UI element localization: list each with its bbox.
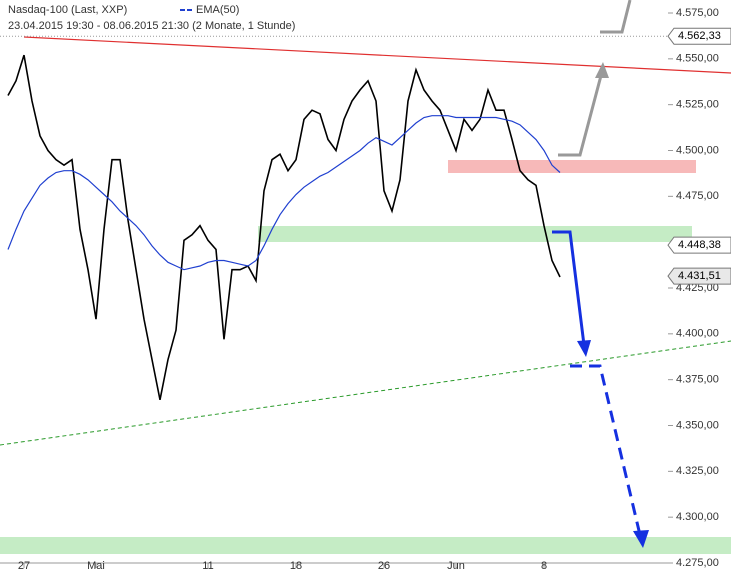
y-tick-label: 4.275,00 bbox=[676, 557, 719, 569]
x-tick-label: Jun bbox=[447, 560, 465, 572]
x-tick-label: Mai bbox=[87, 560, 105, 572]
y-tick-label: 4.300,00 bbox=[676, 511, 719, 523]
arrow-head bbox=[633, 530, 649, 548]
bear-arrow bbox=[552, 230, 586, 346]
y-tick-label: 4.525,00 bbox=[676, 99, 719, 111]
price-label: 4.448,38 bbox=[678, 239, 721, 251]
y-tick-label: 4.475,00 bbox=[676, 190, 719, 202]
y-tick-label: 4.400,00 bbox=[676, 328, 719, 340]
price-box bbox=[667, 236, 731, 254]
y-tick-label: 4.425,00 bbox=[676, 282, 719, 294]
y-tick-label: 4.500,00 bbox=[676, 144, 719, 156]
resistance-zone bbox=[448, 160, 696, 173]
price-label: 4.562,33 bbox=[678, 30, 721, 42]
y-tick-label: 4.550,00 bbox=[676, 53, 719, 65]
legend-label: EMA(50) bbox=[196, 4, 239, 16]
chart-title: Nasdaq-100 (Last, XXP) bbox=[8, 4, 127, 16]
price-line bbox=[7, 54, 561, 400]
scenario-arrow bbox=[558, 67, 605, 157]
target-zone bbox=[0, 537, 731, 554]
x-tick-label: 26 bbox=[378, 560, 390, 572]
x-tick-label: 27 bbox=[18, 560, 30, 572]
scenario-arrow bbox=[600, 0, 632, 34]
x-tick-label: 8 bbox=[541, 560, 547, 572]
ema-line bbox=[7, 115, 561, 271]
y-tick-label: 4.575,00 bbox=[676, 7, 719, 19]
price-box bbox=[667, 267, 731, 285]
y-tick-label: 4.325,00 bbox=[676, 465, 719, 477]
support-zone bbox=[258, 226, 692, 242]
trend-line bbox=[23, 36, 731, 74]
x-tick-label: 11 bbox=[202, 560, 213, 572]
arrow-head bbox=[577, 340, 591, 357]
y-tick-label: 4.375,00 bbox=[676, 374, 719, 386]
price-label: 4.431,51 bbox=[678, 270, 721, 282]
y-tick-label: 4.350,00 bbox=[676, 419, 719, 431]
x-tick-label: 18 bbox=[290, 560, 302, 572]
chart-subtitle: 23.04.2015 19:30 - 08.06.2015 21:30 (2 M… bbox=[8, 20, 295, 32]
price-box bbox=[667, 27, 731, 45]
bear-arrow bbox=[570, 364, 642, 536]
arrow-head bbox=[595, 62, 609, 78]
